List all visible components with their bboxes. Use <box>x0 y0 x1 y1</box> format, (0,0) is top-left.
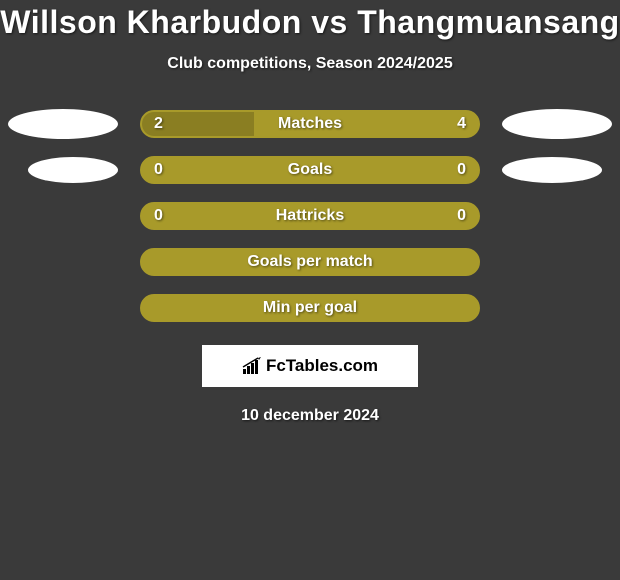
chart-icon <box>242 356 262 376</box>
stat-bar: Goals per match <box>140 248 480 276</box>
stat-row-inner: 0 0 Goals <box>8 156 612 184</box>
stat-label: Matches <box>278 115 342 133</box>
stat-left-value: 2 <box>154 115 163 133</box>
stat-row-inner: 0 0 Hattricks <box>140 202 480 230</box>
player-left-badge <box>28 157 118 183</box>
player-right-badge <box>502 109 612 139</box>
stat-label: Goals <box>288 161 332 179</box>
stat-left-value: 0 <box>154 207 163 225</box>
stat-right-value: 0 <box>457 207 466 225</box>
stat-bar: 2 4 Matches <box>140 110 480 138</box>
stat-left-value: 0 <box>154 161 163 179</box>
stat-bar: Min per goal <box>140 294 480 322</box>
stat-row: Goals per match <box>0 253 620 271</box>
date-text: 10 december 2024 <box>0 407 620 425</box>
stat-bar: 0 0 Hattricks <box>140 202 480 230</box>
stat-label: Hattricks <box>276 207 344 225</box>
stat-row-inner: 2 4 Matches <box>8 109 612 139</box>
brand-text: FcTables.com <box>266 356 378 376</box>
stat-right-value: 0 <box>457 161 466 179</box>
stat-label: Min per goal <box>263 299 357 317</box>
stat-row: Min per goal <box>0 299 620 317</box>
stat-row: 2 4 Matches <box>0 115 620 133</box>
page-title: Willson Kharbudon vs Thangmuansang <box>0 4 620 41</box>
stat-row: 0 0 Goals <box>0 161 620 179</box>
stat-right-value: 4 <box>457 115 466 133</box>
stat-bar: 0 0 Goals <box>140 156 480 184</box>
stats-rows: 2 4 Matches 0 0 Goals 0 0 Hattricks Goals per mat… <box>0 115 620 317</box>
player-left-badge <box>8 109 118 139</box>
brand-box: FcTables.com <box>202 345 418 387</box>
subtitle: Club competitions, Season 2024/2025 <box>0 55 620 73</box>
player-right-badge <box>502 157 602 183</box>
stat-row-inner: Min per goal <box>140 294 480 322</box>
stat-row: 0 0 Hattricks <box>0 207 620 225</box>
infographic-container: Willson Kharbudon vs Thangmuansang Club … <box>0 0 620 425</box>
stat-label: Goals per match <box>247 253 372 271</box>
stat-row-inner: Goals per match <box>140 248 480 276</box>
